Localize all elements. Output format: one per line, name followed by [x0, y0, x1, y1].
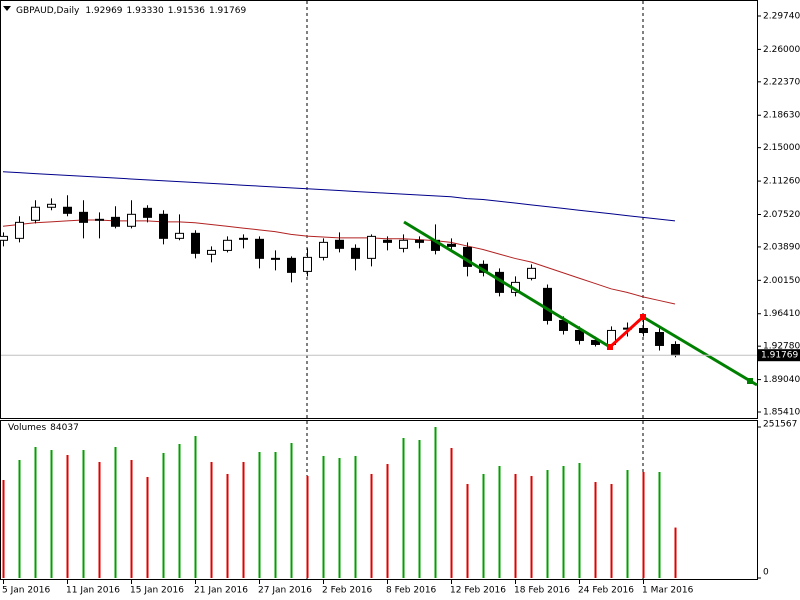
candle-body: [47, 203, 56, 208]
symbol: GBPAUD,Daily: [16, 6, 80, 16]
y-tick-label: 2.03890: [763, 242, 800, 252]
candle-body: [543, 287, 552, 321]
candle-body: [95, 218, 104, 221]
x-tick-label: 2 Feb 2016: [322, 586, 373, 596]
candle-body: [447, 243, 456, 247]
candle-body: [591, 339, 600, 345]
header-text: GBPAUD,Daily 1.92969 1.93330 1.91536 1.91769: [16, 6, 246, 16]
y-tick-label: 2.11260: [763, 177, 800, 187]
low-label: 1.91536: [168, 6, 205, 16]
candle-body: [367, 235, 376, 259]
candle-body: [575, 329, 584, 341]
y-tick-label: 2.26000: [763, 45, 800, 55]
candle-body: [31, 206, 40, 221]
y-tick-label: 2.07520: [763, 210, 800, 220]
x-tick-label: 1 Mar 2016: [642, 586, 694, 596]
candle-body: [415, 239, 424, 243]
x-tick-label: 24 Feb 2016: [578, 586, 634, 596]
open-label: 1.92969: [85, 6, 122, 16]
trend-drawings: [403, 220, 758, 387]
y-tick-label: 1.96410: [763, 309, 800, 319]
y-tick-label: 1.89040: [763, 375, 800, 385]
candle-body: [671, 343, 680, 356]
candle-body: [79, 211, 88, 223]
bid-label: 1.91769: [761, 351, 798, 361]
price-panel: [0, 0, 758, 419]
candle-body: [0, 235, 8, 241]
x-tick-label: 27 Jan 2016: [258, 586, 312, 596]
candle-body: [527, 267, 536, 279]
axis-layer: 2.29740 2.26000 2.22370 2.18630 2.15000 2.112…: [1, 11, 800, 596]
candle-body: [175, 232, 184, 239]
trend-line: [403, 220, 611, 349]
menu-icon: [3, 6, 11, 11]
high-label: 1.93330: [127, 6, 164, 16]
candle-body: [319, 241, 328, 258]
candle-body: [63, 206, 72, 214]
candle-body: [159, 213, 168, 239]
candle-body: [207, 249, 216, 255]
candle-body: [383, 239, 392, 243]
y-tick-label: 2.00150: [763, 276, 800, 286]
close-label: 1.91769: [209, 6, 246, 16]
volume-header: Volumes 84037: [8, 423, 79, 433]
x-tick-label: 8 Feb 2016: [386, 586, 437, 596]
volume-panel: [0, 420, 758, 580]
candle-body: [143, 207, 152, 218]
candle-body: [255, 238, 264, 259]
candle-body: [239, 237, 248, 240]
x-tick-label: 18 Feb 2016: [514, 586, 570, 596]
candle-body: [287, 257, 296, 273]
y-tick-label: 2.18630: [763, 111, 800, 121]
candle-layer: [0, 195, 680, 578]
header: GBPAUD,Daily 1.92969 1.93330 1.91536 1.91769…: [3, 6, 246, 433]
anchor-point: [607, 344, 613, 350]
anchor-point: [747, 378, 753, 384]
anchor-point: [640, 314, 646, 320]
volume-last: 84037: [50, 423, 79, 433]
candle-body: [223, 239, 232, 251]
bid-box: [758, 349, 800, 362]
y-tick-label: 2.15000: [763, 143, 800, 153]
candle-body: [111, 216, 120, 227]
volume-tick-label: 0: [763, 568, 769, 578]
candle-body: [335, 239, 344, 249]
candle-body: [303, 256, 312, 272]
x-tick-label: 15 Jan 2016: [130, 586, 184, 596]
candle-body: [399, 239, 408, 249]
candle-body: [271, 257, 280, 260]
x-tick-label: 21 Jan 2016: [194, 586, 248, 596]
y-tick-label: 1.85410: [763, 408, 800, 418]
trend-line: [642, 315, 758, 387]
candle-body: [191, 232, 200, 254]
y-tick-label: 1.92780: [763, 342, 800, 352]
x-tick-label: 5 Jan 2016: [2, 586, 50, 596]
x-tick-label: 12 Feb 2016: [450, 586, 506, 596]
trend-line: [608, 315, 645, 349]
candle-body: [15, 221, 24, 239]
x-tick-label: 11 Jan 2016: [66, 586, 120, 596]
moving-average: [2, 171, 676, 222]
candle-body: [127, 213, 136, 227]
candle-body: [655, 332, 664, 346]
candle-body: [639, 327, 648, 334]
candle-body: [351, 247, 360, 259]
y-tick-label: 2.22370: [763, 77, 800, 87]
volume-tick-label: 251567: [763, 420, 797, 430]
y-tick-label: 2.29740: [763, 11, 800, 21]
volume-title: Volumes: [8, 423, 46, 433]
